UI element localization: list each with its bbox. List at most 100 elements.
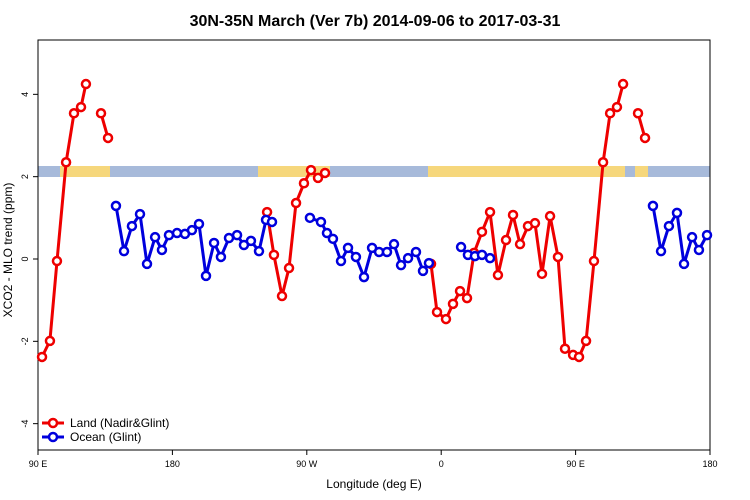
y-tick-label: 0 [20, 256, 30, 261]
data-point [655, 245, 667, 257]
data-point [276, 290, 288, 302]
data-point [588, 255, 600, 267]
data-point [315, 216, 327, 228]
data-point [484, 252, 496, 264]
data-point [484, 206, 496, 218]
data-point [580, 335, 592, 347]
data-point [60, 157, 72, 168]
data-point [312, 172, 324, 184]
data-point [245, 235, 257, 247]
data-point [44, 335, 56, 347]
data-point [68, 108, 80, 119]
land-ocean-band [38, 166, 710, 177]
data-point [253, 245, 265, 257]
data-point [552, 251, 564, 263]
data-point [632, 108, 644, 119]
data-point [447, 298, 459, 310]
land-band [428, 166, 625, 177]
data-point [80, 78, 92, 90]
data-point [266, 216, 278, 228]
data-point [647, 200, 659, 212]
data-point [663, 220, 675, 232]
x-tick-label: 90 E [29, 459, 48, 469]
data-point [283, 262, 295, 274]
legend-label: Ocean (Glint) [70, 430, 141, 444]
data-point [51, 255, 63, 267]
data-point [395, 259, 407, 271]
data-point [350, 251, 362, 263]
chart-title: 30N-35N March (Ver 7b) 2014-09-06 to 201… [190, 13, 561, 30]
data-point [514, 238, 526, 250]
data-point [134, 208, 146, 220]
data-point [440, 313, 452, 325]
x-tick-label: 180 [165, 459, 180, 469]
data-point [193, 218, 205, 230]
data-point [611, 101, 623, 113]
data-point [455, 241, 467, 253]
data-point [298, 178, 310, 189]
data-point [431, 306, 443, 318]
data-point [186, 224, 198, 236]
land-band [635, 166, 648, 177]
data-point [223, 232, 235, 244]
y-tick-label: -2 [20, 337, 30, 345]
data-point [500, 234, 512, 246]
data-point [342, 242, 354, 254]
data-point [597, 157, 609, 168]
data-point [402, 252, 414, 264]
data-point [701, 229, 713, 241]
data-point [639, 132, 651, 144]
land-band [258, 166, 330, 177]
data-point [141, 258, 153, 270]
data-point [102, 132, 114, 144]
data-point [417, 265, 429, 277]
plot-frame [37, 39, 711, 451]
data-point [163, 229, 175, 241]
data-point [321, 227, 333, 239]
data-point [536, 268, 548, 280]
data-point [110, 200, 122, 212]
x-axis-label: Longitude (deg E) [326, 477, 421, 491]
data-point [36, 351, 48, 363]
x-tick-label: 90 E [566, 459, 585, 469]
data-point [559, 343, 571, 354]
x-tick-label: 90 W [296, 459, 318, 469]
legend: Land (Nadir&Glint) Ocean (Glint) [42, 416, 169, 444]
data-point [410, 246, 422, 258]
data-point [693, 244, 705, 256]
data-point [304, 212, 316, 224]
data-point [126, 220, 138, 232]
data-point [573, 351, 585, 363]
data-point [476, 226, 488, 238]
legend-label: Land (Nadir&Glint) [70, 416, 169, 430]
data-point [492, 269, 504, 281]
data-point [507, 209, 519, 221]
y-axis-label: XCO2 - MLO trend (ppm) [1, 183, 15, 318]
ocean-band [38, 166, 710, 177]
data-point [529, 217, 541, 229]
data-point [388, 238, 400, 250]
data-point [200, 270, 212, 282]
data-point [319, 167, 331, 179]
data-point [423, 257, 435, 269]
y-tick-label: 2 [20, 174, 30, 179]
data-point [678, 258, 690, 270]
data-point [95, 108, 107, 119]
data-point [290, 197, 302, 209]
data-point [208, 237, 220, 249]
data-point [215, 251, 227, 263]
data-point [544, 210, 556, 222]
legend-marker [47, 431, 59, 443]
data-point [461, 292, 473, 304]
data-point [118, 245, 130, 257]
data-point [268, 249, 280, 261]
land-band [60, 166, 110, 177]
data-point [231, 229, 243, 241]
data-point [604, 108, 616, 119]
data-point [335, 255, 347, 267]
data-point [156, 244, 168, 256]
data-point [358, 271, 370, 283]
x-tick-label: 0 [439, 459, 444, 469]
y-tick-label: 4 [20, 92, 30, 97]
